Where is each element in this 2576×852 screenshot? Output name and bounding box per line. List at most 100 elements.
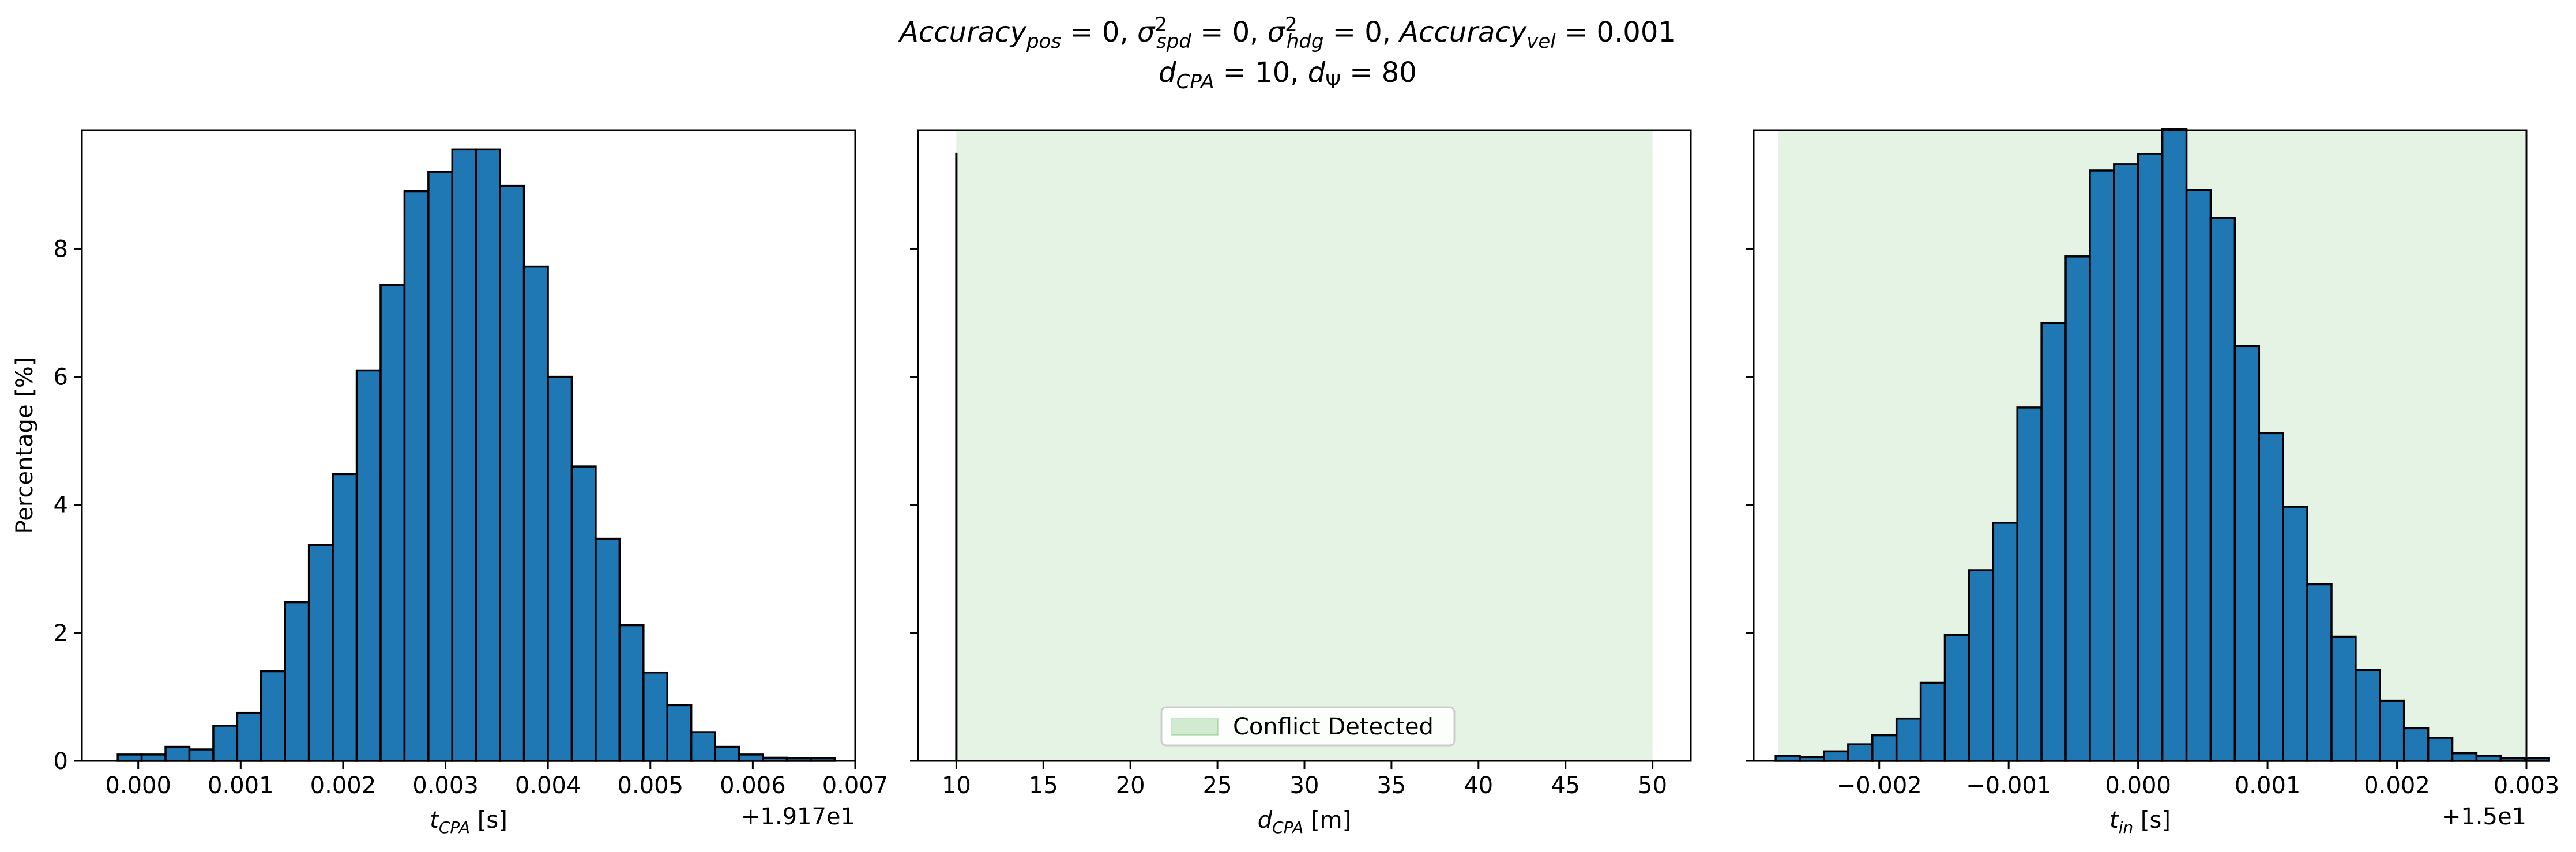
histogram-bar <box>164 745 191 762</box>
x-tick-label: 50 <box>1638 772 1667 799</box>
histogram-bar <box>595 537 621 762</box>
histogram-bar <box>212 725 239 762</box>
histogram-bar <box>451 148 477 762</box>
histogram-bar <box>499 184 525 762</box>
y-tick-label: 2 <box>54 620 68 647</box>
histogram-bar <box>547 375 573 762</box>
y-axis-label: Percentage [%] <box>12 357 38 534</box>
histogram-bar <box>2427 737 2454 762</box>
x-tick-label: 30 <box>1290 772 1319 799</box>
histogram-bar <box>427 171 454 762</box>
histogram-bar <box>642 671 668 762</box>
x-tick-label: 10 <box>942 772 971 799</box>
x-tick-label: 15 <box>1029 772 1058 799</box>
panel-left: 0.000 0.001 0.002 0.003 0.004 0.005 0.006 0.007… <box>12 129 889 837</box>
histogram-bar <box>1968 569 1995 762</box>
legend-label: Conflict Detected <box>1233 714 1434 740</box>
y-tick-label: 0 <box>54 748 68 775</box>
histogram-bar <box>260 670 286 762</box>
figure-title-line1: Accuracypos = 0, σ2 spd = 0, σ2 hdg = 0, A… <box>898 13 1676 53</box>
histogram-bar <box>1895 717 1922 762</box>
x-tick-label: 0.005 <box>618 772 684 799</box>
x-offset-label: +1.5e1 <box>2442 804 2526 830</box>
x-tick-label: 20 <box>1116 772 1145 799</box>
histogram-bar <box>379 284 406 762</box>
legend-frame <box>1160 706 1456 747</box>
histogram-bar <box>2355 669 2381 762</box>
histogram-bar <box>1919 681 1946 762</box>
histogram-bar <box>1871 734 1898 762</box>
x-tick-label: 0.002 <box>2364 772 2430 799</box>
histogram-bar <box>403 190 430 762</box>
axes-frame <box>1753 129 2528 762</box>
histogram-bar <box>116 753 143 762</box>
histogram-bar <box>2113 163 2139 762</box>
x-tick-label: 0.007 <box>822 772 889 799</box>
histogram-bar <box>2016 406 2043 762</box>
histogram-bar <box>2161 128 2188 762</box>
x-axis-label: tin [s] <box>2109 807 2171 837</box>
x-tick-label: 0.003 <box>2494 772 2560 799</box>
x-tick-label: 45 <box>1551 772 1580 799</box>
histogram-bar <box>2209 217 2236 762</box>
y-tick-label: 4 <box>54 492 68 519</box>
x-tick-label: 0.001 <box>208 772 274 799</box>
conflict-region <box>956 130 1653 761</box>
histogram-bar <box>2306 583 2333 762</box>
legend: Conflict Detected <box>1160 706 1456 747</box>
legend-swatch <box>1171 718 1219 736</box>
x-offset-label: +1.917e1 <box>741 804 855 830</box>
histogram-bar <box>1847 743 1874 762</box>
histogram-bar <box>332 473 358 762</box>
histogram-bar <box>188 748 215 762</box>
y-tick-label: 6 <box>54 364 68 391</box>
histogram-bar <box>2282 506 2308 762</box>
x-tick-label: 0.002 <box>310 772 377 799</box>
histogram-bar <box>284 601 310 762</box>
x-axis-label: dCPA [m] <box>1258 807 1351 837</box>
histogram-bar <box>738 753 764 762</box>
histogram-bar <box>666 704 693 762</box>
histogram-bar <box>2233 345 2261 762</box>
x-tick-label: −0.001 <box>1966 772 2051 799</box>
x-tick-label: 0.000 <box>105 772 171 799</box>
x-tick-label: 40 <box>1464 772 1493 799</box>
histogram-bar <box>2402 727 2430 762</box>
histogram-bar <box>618 624 645 762</box>
histogram-bar <box>2185 189 2212 762</box>
histogram-bar <box>2040 322 2067 762</box>
histogram-bar <box>2524 757 2550 762</box>
x-tick-label: 0.004 <box>515 772 581 799</box>
histogram-bar <box>2137 153 2164 762</box>
histogram-bar <box>236 711 262 762</box>
histogram-bar <box>2258 432 2284 762</box>
x-tick-label: 0.000 <box>2105 772 2171 799</box>
y-tick-label: 8 <box>54 236 68 262</box>
x-tick-label: 35 <box>1377 772 1406 799</box>
histogram-bar <box>2379 699 2405 762</box>
histogram-bar <box>714 745 740 762</box>
x-tick-label: 0.006 <box>720 772 786 799</box>
x-axis-label: tCPA [s] <box>430 807 507 837</box>
histogram-bar <box>522 265 549 762</box>
panel-middle: 10 15 20 25 30 35 40 45 50 dCPA [m] Conflict Detec… <box>910 129 1692 837</box>
x-tick-label: −0.002 <box>1837 772 1922 799</box>
histogram-bar <box>475 148 501 762</box>
x-tick-label: 25 <box>1203 772 1232 799</box>
axes-frame <box>81 129 856 762</box>
histogram-bar <box>355 369 382 762</box>
histogram-bar <box>2064 255 2091 762</box>
histogram-bar <box>570 465 597 762</box>
histogram-bar <box>2089 169 2115 762</box>
panel-right: −0.002 −0.001 0.000 0.001 0.002 0.003 tin [s] +… <box>1746 128 2560 837</box>
histogram-bar <box>2330 635 2357 762</box>
x-tick-label: 0.001 <box>2235 772 2301 799</box>
histogram-bar <box>1992 522 2018 762</box>
x-tick-label: 0.003 <box>412 772 479 799</box>
histogram-bar <box>1823 750 1849 762</box>
histogram-bar <box>2451 752 2478 762</box>
histogram-bar <box>690 731 716 762</box>
histogram-bar <box>307 544 334 762</box>
histogram-bar <box>140 753 167 762</box>
